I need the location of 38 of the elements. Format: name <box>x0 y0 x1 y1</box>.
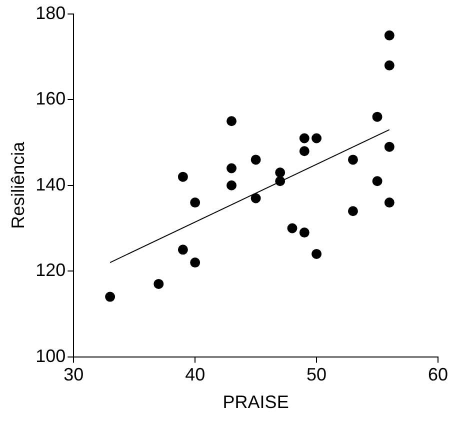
y-tick-label: 180 <box>36 2 66 23</box>
point <box>226 163 237 174</box>
point <box>250 154 261 165</box>
x-tick-label: 30 <box>64 364 84 385</box>
point <box>348 206 358 216</box>
x-tick-label: 60 <box>428 364 448 385</box>
y-tick-label: 120 <box>36 260 66 280</box>
point <box>287 223 298 234</box>
point <box>299 228 310 238</box>
point <box>105 292 116 302</box>
point <box>190 198 200 208</box>
point <box>384 142 394 152</box>
point <box>348 154 358 165</box>
point <box>275 176 286 186</box>
y-tick-label: 100 <box>36 346 66 366</box>
point <box>250 193 261 204</box>
point <box>299 146 310 156</box>
point <box>275 168 286 178</box>
x-axis-title: PRAISE <box>222 392 289 412</box>
y-tick-label: 140 <box>36 174 66 194</box>
x-tick-label: 50 <box>306 364 327 385</box>
point <box>178 244 188 255</box>
y-axis-title: Resiliência <box>8 140 28 229</box>
point <box>312 133 322 144</box>
y-tick-label: 160 <box>36 88 66 109</box>
x-tick-label: 40 <box>185 364 206 385</box>
point <box>384 30 394 40</box>
point <box>299 133 310 144</box>
point <box>178 172 188 182</box>
point <box>312 248 322 259</box>
point <box>226 116 237 126</box>
point <box>372 176 382 186</box>
point <box>226 180 237 190</box>
point <box>190 258 200 268</box>
point <box>384 198 394 208</box>
point <box>372 112 382 122</box>
point <box>154 278 164 289</box>
point <box>384 60 394 70</box>
